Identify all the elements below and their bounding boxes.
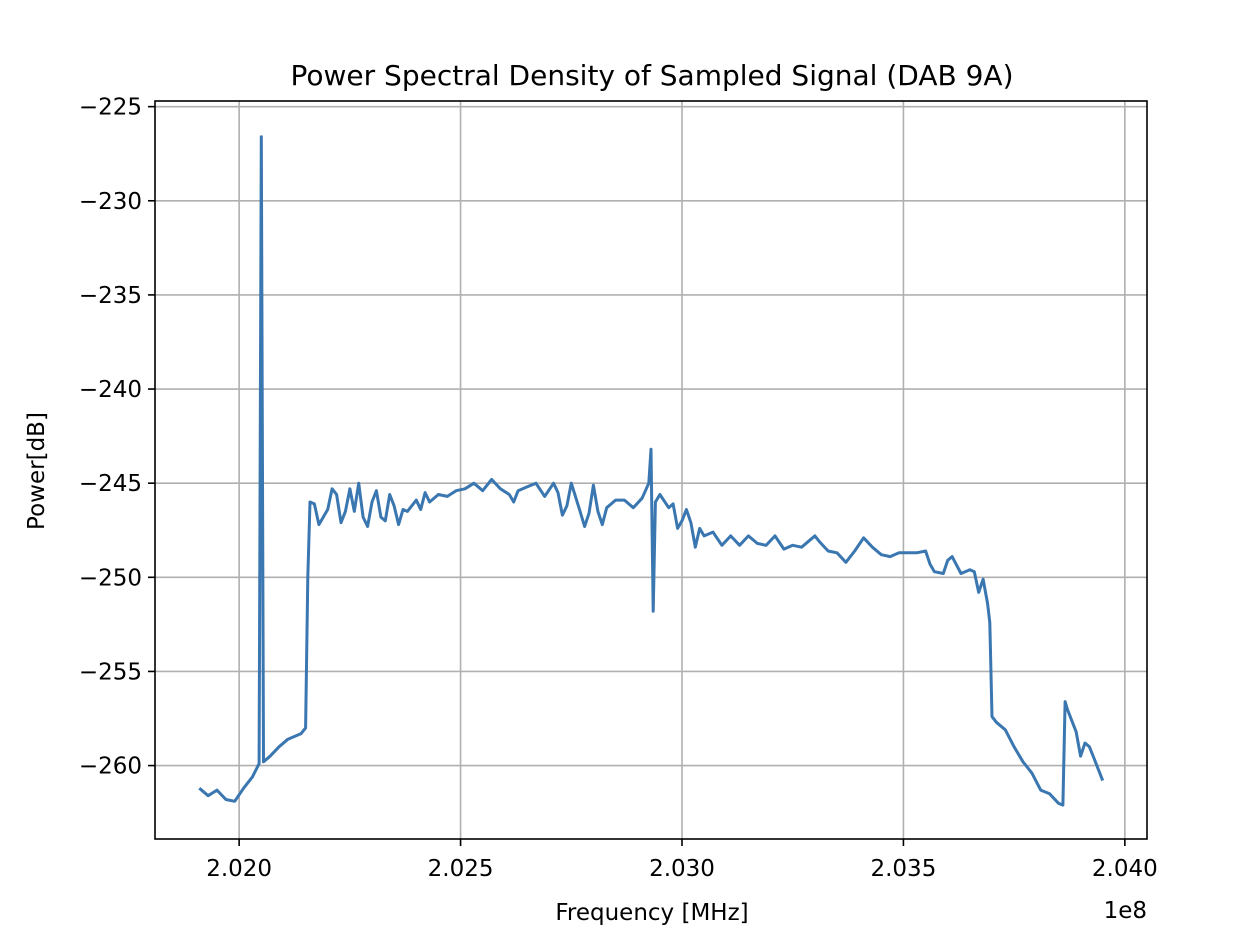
x-tick-label: 2.040 — [1092, 856, 1158, 882]
y-tick-label: −245 — [79, 471, 142, 497]
y-axis-label: Power[dB] — [24, 412, 50, 530]
psd-series-line — [198, 135, 1105, 807]
y-tick-label: −235 — [79, 283, 142, 309]
y-tick-label: −225 — [79, 95, 142, 121]
y-tick-label: −240 — [79, 377, 142, 403]
series-line-group — [198, 135, 1105, 807]
y-tick-label: −255 — [79, 659, 142, 685]
y-tick-label: −230 — [79, 189, 142, 215]
y-tick-label: −250 — [79, 565, 142, 591]
chart-title: Power Spectral Density of Sampled Signal… — [290, 59, 1013, 92]
y-axis: −225 −230 −235 −240 −245 −250 −255 −260 — [79, 95, 155, 780]
x-tick-label: 2.020 — [206, 856, 272, 882]
grid — [155, 101, 1147, 839]
x-axis: 2.020 2.025 2.030 2.035 2.040 — [206, 839, 1158, 882]
y-tick-label: −260 — [79, 754, 142, 780]
plot-frame — [154, 100, 1148, 840]
x-offset-label: 1e8 — [1104, 898, 1147, 924]
x-axis-label: Frequency [MHz] — [555, 900, 748, 926]
x-tick-label: 2.035 — [870, 856, 936, 882]
x-tick-label: 2.030 — [649, 856, 715, 882]
x-tick-label: 2.025 — [428, 856, 494, 882]
